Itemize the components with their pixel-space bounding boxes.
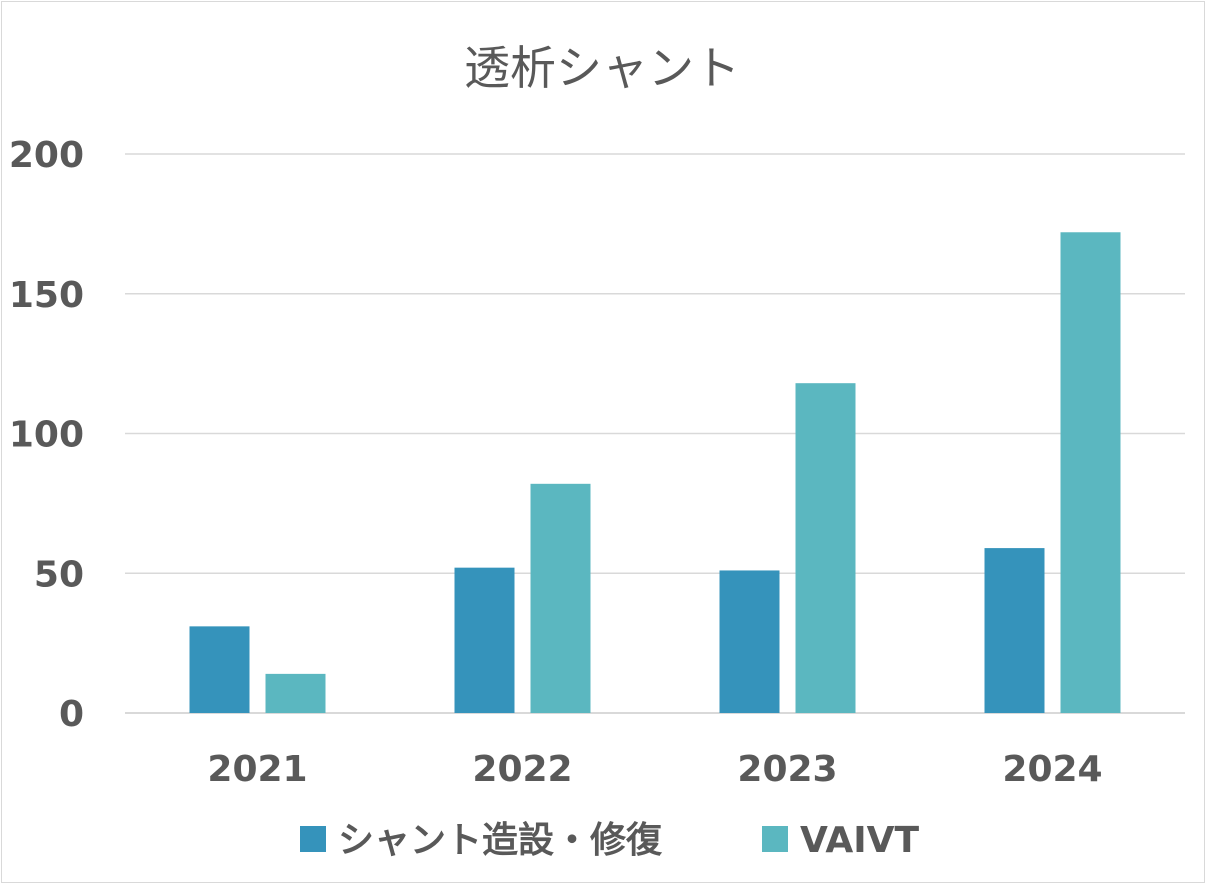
bar-vaivt-2021 — [265, 673, 326, 713]
bar-shunt-surgery-2023 — [719, 570, 780, 713]
bar-vaivt-2023 — [795, 383, 856, 713]
x-tick-label: 2021 — [207, 749, 307, 790]
y-tick-label: 50 — [34, 554, 84, 595]
x-tick-label: 2022 — [472, 749, 572, 790]
x-tick-label: 2024 — [1002, 749, 1102, 790]
legend-swatch — [300, 826, 326, 852]
bar-shunt-surgery-2024 — [984, 548, 1045, 713]
bar-vaivt-2024 — [1060, 232, 1121, 713]
legend-label: VAIVT — [800, 820, 920, 861]
y-tick-label: 200 — [9, 135, 84, 176]
legend-item-vaivt: VAIVT — [762, 820, 920, 861]
legend-label: シャント造設・修復 — [338, 820, 663, 861]
bar-vaivt-2022 — [530, 483, 591, 713]
y-tick-label: 150 — [9, 275, 84, 316]
y-tick-label: 100 — [9, 415, 84, 456]
bar-shunt-surgery-2021 — [189, 626, 250, 713]
bar-shunt-surgery-2022 — [454, 567, 515, 713]
x-tick-label: 2023 — [737, 749, 837, 790]
bars — [189, 232, 1121, 713]
legend-item-shunt-surgery: シャント造設・修復 — [300, 820, 663, 861]
y-axis-tick-labels: 0 50 100 150 200 — [9, 135, 84, 735]
legend-swatch — [762, 826, 788, 852]
legend: シャント造設・修復 VAIVT — [300, 820, 920, 861]
chart-title: 透析シャント — [464, 41, 740, 95]
y-tick-label: 0 — [59, 694, 84, 735]
x-axis-tick-labels: 2021 2022 2023 2024 — [207, 749, 1102, 790]
